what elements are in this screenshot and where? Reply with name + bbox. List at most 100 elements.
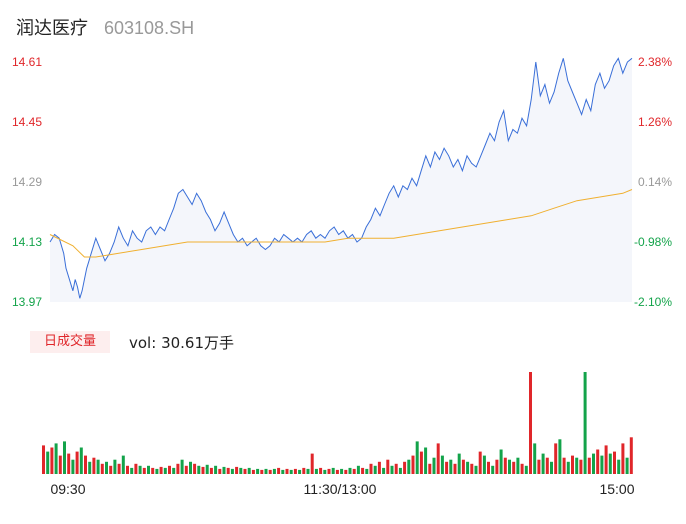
volume-bar (159, 466, 163, 474)
y-right-tick-label: -2.10% (634, 295, 672, 309)
volume-bar (432, 457, 436, 474)
volume-bar (138, 465, 142, 474)
volume-bar (289, 469, 293, 474)
volume-bar (319, 467, 323, 474)
average-line (49, 189, 633, 258)
volume-bar (608, 453, 612, 474)
volume-value: 30.61万手 (161, 334, 235, 352)
price-line (49, 57, 633, 299)
volume-bar (369, 463, 373, 474)
volume-bar (205, 464, 209, 474)
volume-bar (466, 461, 470, 474)
volume-bar (419, 451, 423, 474)
volume-bar (209, 467, 213, 474)
volume-bar (390, 465, 394, 474)
volume-bar (75, 451, 79, 474)
y-right-tick-label: 2.38% (638, 55, 672, 69)
volume-bar (184, 465, 188, 474)
volume-bar (470, 463, 474, 474)
volume-bar (428, 463, 432, 474)
volume-bar (168, 465, 171, 474)
volume-bar (314, 468, 318, 474)
volume-bar (545, 457, 549, 474)
volume-bar (88, 461, 92, 474)
volume-bar (550, 461, 553, 474)
volume-bar (512, 461, 516, 474)
y-left-tick-label: 14.13 (12, 235, 42, 249)
volume-bar (596, 449, 600, 474)
volume-bar (201, 466, 205, 474)
volume-bar (537, 459, 541, 474)
volume-bar (189, 461, 192, 474)
volume-bar (524, 465, 528, 474)
volume-bar (340, 468, 344, 474)
volume-bar (365, 468, 369, 474)
volume-bar (335, 469, 339, 474)
volume-bar (361, 467, 365, 474)
volume-bar (331, 467, 335, 474)
volume-bar (436, 443, 440, 474)
volume-bar (193, 463, 197, 474)
volume-bar (117, 463, 121, 474)
volume-bar (613, 451, 616, 474)
volume-bar (382, 467, 386, 474)
stock-name: 润达医疗 (16, 18, 88, 39)
volume-bar (487, 461, 490, 474)
volume-bar (583, 372, 587, 474)
volume-bar (482, 455, 486, 474)
volume-bar (277, 467, 281, 474)
volume-bar (474, 465, 478, 474)
volume-bar (503, 457, 507, 474)
volume-bar (79, 447, 83, 474)
volume-bar (222, 466, 226, 474)
volume-bar (268, 469, 272, 474)
volume-bar (84, 455, 87, 474)
stock-code: 603108.SH (104, 18, 195, 38)
volume-bar (293, 468, 297, 474)
y-left-tick-label: 13.97 (12, 295, 42, 309)
x-tick-label: 15:00 (599, 481, 634, 497)
volume-bar (398, 467, 402, 474)
volume-bar (251, 469, 255, 474)
stock-header: 润达医疗 603108.SH (16, 14, 195, 39)
volume-bar (142, 467, 146, 474)
volume-bar (96, 459, 100, 474)
volume-bar (197, 465, 201, 474)
volume-bar (327, 468, 331, 474)
volume-bar (155, 468, 159, 474)
volume-bar (239, 467, 243, 474)
volume-bar (457, 453, 461, 474)
volume-bar (218, 468, 222, 474)
volume-bar (461, 459, 465, 474)
volume-bar (172, 467, 176, 474)
volume-bar (386, 459, 390, 474)
volume-bar (348, 467, 352, 474)
volume-bar (147, 465, 150, 474)
volume-bar (243, 468, 247, 474)
y-right-tick-label: 1.26% (638, 115, 672, 129)
volume-bar (126, 465, 129, 474)
volume-bar (42, 445, 45, 474)
volume-bar (592, 453, 595, 474)
volume-bar (306, 468, 310, 474)
price-area (50, 58, 632, 302)
volume-bar (587, 457, 591, 474)
volume-bar (256, 468, 260, 474)
volume-bar (566, 461, 570, 474)
volume-bar (440, 455, 444, 474)
volume-bar (226, 467, 230, 474)
volume-bar (235, 466, 239, 474)
volume-bar (571, 455, 574, 474)
volume-bar (264, 468, 268, 474)
volume-bar (260, 469, 264, 474)
x-tick-label: 11:30/13:00 (304, 481, 377, 497)
volume-bar (50, 447, 54, 474)
volume-readout: vol: 30.61万手 (129, 332, 234, 353)
volume-badge[interactable]: 日成交量 (30, 331, 110, 353)
volume-bar (63, 441, 66, 474)
volume-bar (298, 469, 302, 474)
volume-bar (394, 463, 398, 474)
volume-bar (629, 437, 633, 474)
volume-bar (109, 465, 113, 474)
